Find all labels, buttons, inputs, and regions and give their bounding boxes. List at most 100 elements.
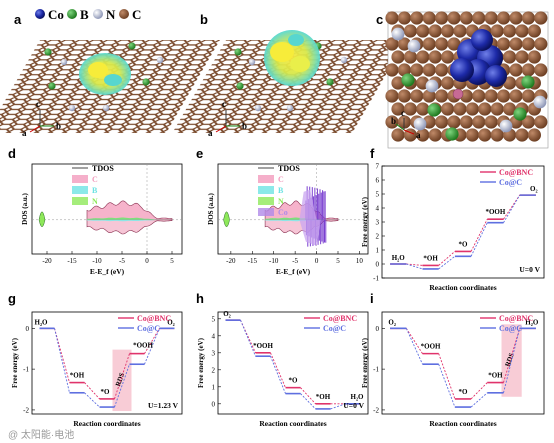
panel-a-axes: c a b <box>22 99 61 138</box>
surface-b-atom <box>401 73 415 87</box>
y-tick-label: 6 <box>376 177 380 185</box>
y-axis-label: DOS (a.u.) <box>207 192 215 224</box>
step-label: O₂ <box>530 185 538 193</box>
surface-c-atom <box>459 115 473 129</box>
rds-highlight <box>112 349 132 412</box>
surface-c-atom <box>484 89 498 103</box>
step-label: *OOH <box>485 208 505 216</box>
legend-swatch <box>258 208 274 216</box>
surface-c-atom <box>416 128 430 142</box>
energy-connector <box>470 218 488 252</box>
surface-c-atom <box>503 50 517 64</box>
legend-label: Co@C <box>323 324 346 333</box>
surface-c-atom <box>484 115 498 129</box>
svg-text:c: c <box>401 108 405 118</box>
surface-c-atom <box>490 128 504 142</box>
surface-c-atom <box>447 11 461 25</box>
surface-c-atom <box>484 11 498 25</box>
legend-label: N <box>278 197 284 206</box>
dos-co-down <box>299 219 321 246</box>
y-tick-label: -2 <box>373 406 379 414</box>
plot-frame <box>381 311 545 415</box>
surface-c-atom <box>410 89 424 103</box>
surface-c-atom <box>509 63 523 77</box>
legend-c-marker <box>119 9 129 19</box>
plot-frame <box>31 163 183 255</box>
surface-c-atom <box>435 11 449 25</box>
x-tick-label: 5 <box>170 257 174 265</box>
surface-c-atom <box>521 11 536 25</box>
energy-connector <box>503 194 521 220</box>
legend-b-marker <box>67 9 77 19</box>
y-tick-label: 0 <box>212 400 216 408</box>
surface-c-atom <box>515 24 529 38</box>
surface-c-atom <box>509 11 523 25</box>
surface-c-atom <box>472 89 486 103</box>
legend-label: C <box>278 175 284 184</box>
x-axis-label: E-E_f (eV) <box>90 267 125 276</box>
energy-connector <box>270 352 286 388</box>
svg-text:b: b <box>56 121 61 131</box>
surface-c-atom <box>403 102 417 116</box>
dos-b-down <box>87 219 172 222</box>
surface-c-atom <box>397 63 411 77</box>
step-label: *OOH <box>421 343 441 351</box>
energy-connector <box>470 392 488 408</box>
surface-c-atom <box>441 50 455 64</box>
surface-c-atom <box>459 89 473 103</box>
surface-c-atom <box>416 102 430 116</box>
x-axis-label: Reaction coordinates <box>73 419 140 428</box>
energy-connector <box>114 364 130 408</box>
energy-connector <box>114 353 130 400</box>
y-tick-label: 0 <box>26 325 30 333</box>
energy-connector <box>240 319 256 353</box>
y-tick-label: 3 <box>376 219 380 227</box>
surface-c-atom <box>428 128 442 142</box>
step-label: *OH <box>423 254 438 262</box>
legend-n-marker <box>93 9 103 19</box>
energy-connector <box>54 328 70 393</box>
y-tick-label: -1 <box>373 366 379 374</box>
energy-connector <box>406 263 423 270</box>
surface-c-atom <box>435 89 449 103</box>
panel-b-lattice <box>172 40 406 134</box>
surface-c-atom <box>490 102 504 116</box>
x-tick-label: -20 <box>42 257 52 265</box>
energy-connector <box>300 393 316 410</box>
panel-c: c b c a <box>376 11 549 149</box>
legend-swatch <box>72 186 88 194</box>
plot-frame <box>217 311 369 415</box>
x-tick-label: -20 <box>226 257 236 265</box>
surface-c-atom <box>435 37 449 51</box>
surface-c-atom <box>490 24 504 38</box>
surface-b-atom <box>521 75 535 89</box>
surface-c-atom <box>441 24 455 38</box>
energy-chart-h: O₂ *OOH *O *OH H₂O 0 1 2 3 4 5 Reaction coordinates… <box>197 310 369 428</box>
condition-label: U=0 V <box>519 265 540 274</box>
surface-c-atom <box>497 89 511 103</box>
surface-c-atom <box>478 102 492 116</box>
energy-connector <box>406 263 423 266</box>
step-label: *O <box>289 377 299 385</box>
surface-c-atom <box>465 102 479 116</box>
step-label: *O <box>101 388 111 396</box>
surface-n-atom <box>499 119 513 133</box>
surface-c-atom <box>441 76 455 90</box>
surface-c-atom <box>422 11 436 25</box>
panel-b-charge-density <box>264 30 320 86</box>
step-label: *OOH <box>253 342 273 350</box>
legend-label: N <box>92 197 98 206</box>
step-label: H₂O <box>525 318 539 326</box>
surface-n-atom <box>425 79 439 93</box>
surface-b-atom <box>513 107 527 121</box>
surface-c-atom <box>527 24 542 38</box>
condition-label: U=0 V <box>343 401 364 410</box>
energy-connector <box>54 328 70 383</box>
surface-b-atom <box>427 103 441 117</box>
y-tick-label: 5 <box>376 191 380 199</box>
y-tick-label: 2 <box>376 233 380 241</box>
dos-c-down <box>86 219 173 235</box>
y-tick-label: 1 <box>376 247 380 255</box>
dos-c-up <box>86 200 173 221</box>
